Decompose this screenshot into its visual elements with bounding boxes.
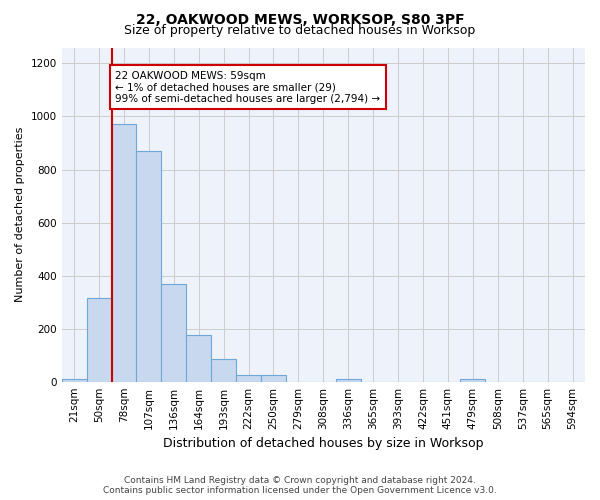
Text: Size of property relative to detached houses in Worksop: Size of property relative to detached ho… — [124, 24, 476, 37]
Text: 22 OAKWOOD MEWS: 59sqm
← 1% of detached houses are smaller (29)
99% of semi-deta: 22 OAKWOOD MEWS: 59sqm ← 1% of detached … — [115, 70, 380, 104]
X-axis label: Distribution of detached houses by size in Worksop: Distribution of detached houses by size … — [163, 437, 484, 450]
Bar — [62, 379, 86, 382]
Bar — [186, 336, 211, 382]
Y-axis label: Number of detached properties: Number of detached properties — [15, 127, 25, 302]
Text: 22, OAKWOOD MEWS, WORKSOP, S80 3PF: 22, OAKWOOD MEWS, WORKSOP, S80 3PF — [136, 12, 464, 26]
Bar — [136, 151, 161, 382]
Bar — [211, 359, 236, 382]
Bar — [112, 124, 136, 382]
Bar — [161, 284, 186, 382]
Text: Contains HM Land Registry data © Crown copyright and database right 2024.
Contai: Contains HM Land Registry data © Crown c… — [103, 476, 497, 495]
Bar — [236, 374, 261, 382]
Bar — [261, 374, 286, 382]
Bar — [460, 379, 485, 382]
Bar — [336, 379, 361, 382]
Bar — [86, 298, 112, 382]
